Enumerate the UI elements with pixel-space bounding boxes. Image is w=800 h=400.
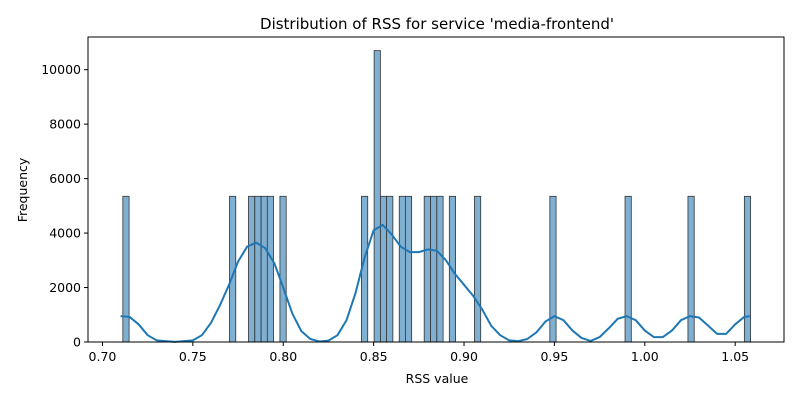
chart-title: Distribution of RSS for service 'media-f…: [260, 15, 614, 33]
x-tick-label: 0.80: [269, 349, 297, 364]
kde-line: [120, 223, 750, 343]
histogram-bar: [423, 195, 431, 343]
histogram-bar: [122, 195, 130, 343]
plot-frame: [87, 36, 785, 343]
x-axis-label: RSS value: [406, 371, 469, 386]
y-tick-label: 4000: [49, 226, 81, 241]
histogram-bar: [430, 195, 438, 343]
x-tick-label: 0.70: [89, 349, 117, 364]
y-axis-label: Frequency: [15, 157, 30, 222]
y-tick-label: 10000: [41, 62, 81, 77]
histogram-bar: [398, 195, 406, 343]
y-tick-label: 8000: [49, 117, 81, 132]
histogram-bar: [687, 195, 695, 343]
histogram-bar: [279, 195, 287, 343]
histogram-bar: [380, 195, 388, 343]
plot-border: [87, 36, 785, 343]
kde-curve-group: [120, 223, 750, 343]
histogram-bar: [260, 195, 268, 343]
y-tick-label: 6000: [49, 171, 81, 186]
histogram-bar: [404, 195, 413, 343]
histogram-bar: [474, 195, 482, 343]
histogram-bar: [248, 195, 256, 343]
histogram-bar: [624, 195, 632, 343]
y-tick-label: 2000: [49, 280, 81, 295]
y-axis-ticks: 0 2000 4000 6000 8000 10000: [41, 62, 88, 350]
x-tick-label: 0.90: [450, 349, 478, 364]
x-axis-ticks: 0.70 0.75 0.80 0.85 0.90 0.95 1.00 1.05: [89, 342, 749, 364]
x-tick-label: 0.85: [360, 349, 388, 364]
x-tick-label: 0.75: [179, 349, 207, 364]
histogram-bar: [266, 195, 274, 343]
y-tick-label: 0: [73, 335, 81, 350]
x-tick-label: 0.95: [540, 349, 568, 364]
histogram-bar: [254, 195, 262, 343]
histogram-bar: [373, 50, 381, 343]
histogram-bars: [122, 50, 752, 343]
histogram-bar: [386, 195, 394, 343]
histogram-bar: [743, 195, 752, 343]
x-tick-label: 1.05: [721, 349, 749, 364]
histogram-bar: [436, 195, 444, 343]
histogram-bar: [549, 195, 557, 343]
x-tick-label: 1.00: [631, 349, 659, 364]
